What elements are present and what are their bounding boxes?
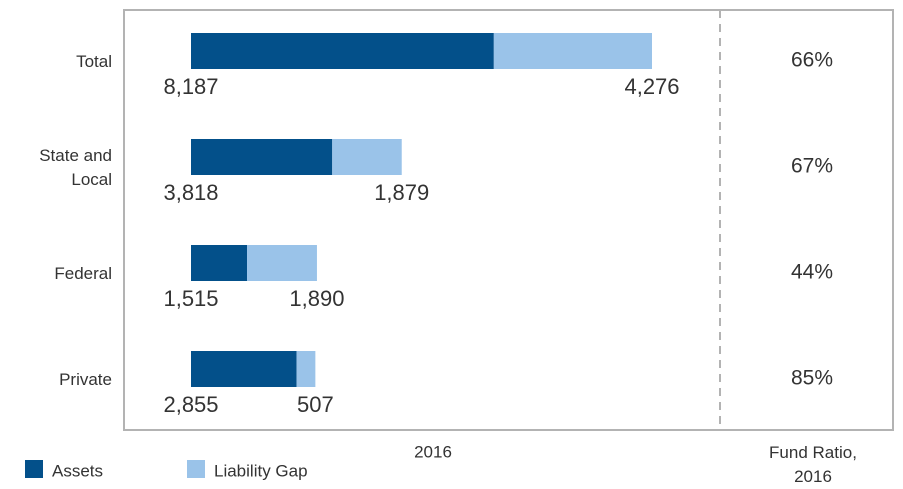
legend-label: Assets xyxy=(52,461,103,480)
fund-ratio-label: 66% xyxy=(791,49,833,72)
value-label: 4,276 xyxy=(624,74,679,99)
bar-segment xyxy=(191,351,297,387)
bar-segment xyxy=(191,139,333,175)
bar-segment xyxy=(296,351,316,387)
fund-ratio-header: Fund Ratio, 2016 xyxy=(769,443,857,486)
value-label: 2,855 xyxy=(163,392,218,417)
category-label: State and Local xyxy=(39,146,112,189)
value-label: 507 xyxy=(297,392,334,417)
bar-segment xyxy=(247,245,317,281)
bar-segment xyxy=(332,139,402,175)
fund-ratio-label: 85% xyxy=(791,367,833,390)
x-label: 2016 xyxy=(414,442,452,461)
category-label: Private xyxy=(59,370,112,389)
bar-segment xyxy=(493,33,652,69)
fund-ratio-label: 44% xyxy=(791,261,833,284)
value-label: 3,818 xyxy=(163,180,218,205)
category-label: Total xyxy=(76,52,112,71)
value-label: 8,187 xyxy=(163,74,218,99)
fund-ratio-label: 67% xyxy=(791,155,833,178)
legend-swatch xyxy=(187,460,205,478)
value-label: 1,879 xyxy=(374,180,429,205)
value-label: 1,515 xyxy=(163,286,218,311)
category-label: Federal xyxy=(54,264,112,283)
value-label: 1,890 xyxy=(289,286,344,311)
legend-swatch xyxy=(25,460,43,478)
legend-label: Liability Gap xyxy=(214,461,308,480)
bar-segment xyxy=(191,33,494,69)
plot-frame xyxy=(123,9,894,431)
bar-segment xyxy=(191,245,248,281)
